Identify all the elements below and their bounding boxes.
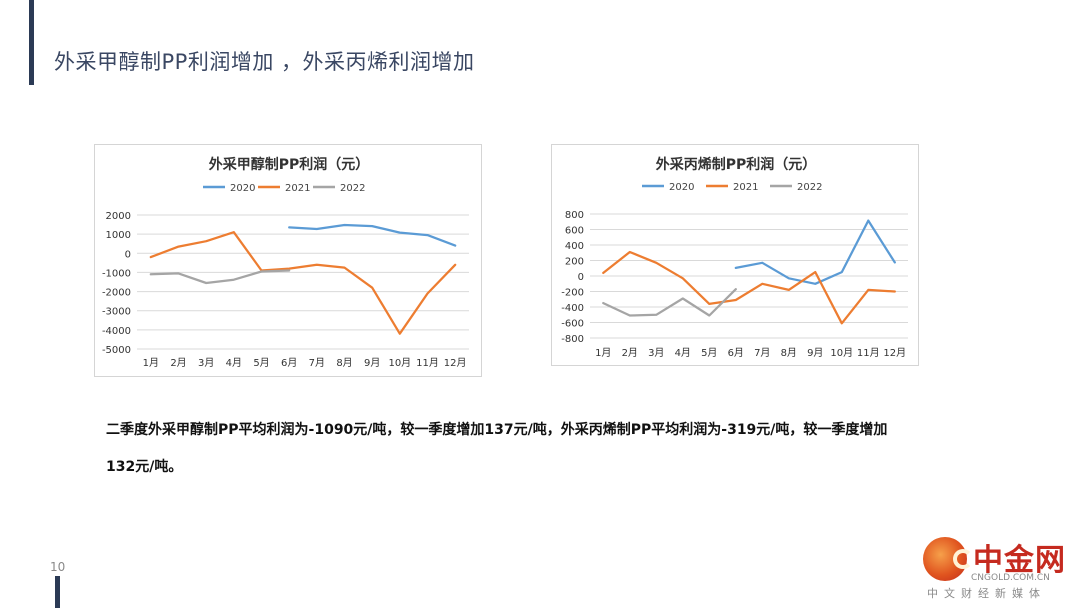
accent-bar-bottom	[55, 576, 60, 608]
legend-label: 2021	[733, 182, 758, 193]
accent-bar-top	[29, 0, 34, 85]
x-tick-label: 3月	[198, 357, 214, 369]
x-tick-label: 2月	[622, 347, 638, 359]
series-line-2020	[288, 223, 457, 247]
x-tick-label: 1月	[595, 347, 611, 359]
x-tick-label: 8月	[336, 357, 352, 369]
logo-swirl-icon	[923, 537, 973, 581]
y-tick-label: -4000	[102, 326, 131, 337]
x-tick-label: 4月	[675, 347, 691, 359]
x-tick-label: 8月	[781, 347, 797, 359]
x-tick-label: 1月	[143, 357, 159, 369]
y-tick-label: 0	[125, 249, 131, 260]
chart-propylene-pp-profit: 外采丙烯制PP利润（元） 2020 2021 2022 800 600 400 200 0 -20…	[551, 144, 919, 366]
x-tick-label: 4月	[226, 357, 242, 369]
y-tick-label: 1000	[106, 230, 131, 241]
x-tick-label: 6月	[728, 347, 744, 359]
y-tick-label: -1000	[102, 268, 131, 279]
series-line-2020	[734, 219, 896, 285]
chart-propylene-svg: 外采丙烯制PP利润（元） 2020 2021 2022 800 600 400 200 0 -20…	[561, 156, 908, 359]
x-tick-label: 12月	[883, 347, 906, 359]
y-tick-label: -200	[561, 288, 584, 299]
x-tick-label: 7月	[309, 357, 325, 369]
chart-methanol-svg: 外采甲醇制PP利润（元） 2020 2021 2022 2000 1000 0 -1000 -2…	[102, 156, 469, 369]
chart-title: 外采丙烯制PP利润（元）	[656, 156, 817, 173]
x-tick-label: 6月	[281, 357, 297, 369]
x-tick-label: 7月	[754, 347, 770, 359]
y-tick-label: 2000	[106, 211, 131, 222]
y-tick-label: -2000	[102, 288, 131, 299]
y-tick-label: -5000	[102, 345, 131, 356]
x-tick-label: 10月	[830, 347, 853, 359]
watermark-domain: CNGOLD.COM.CN	[971, 573, 1050, 583]
series-line-2022	[602, 288, 737, 317]
watermark-logo: 中金网 CNGOLD.COM.CN 中文财经新媒体	[905, 535, 1075, 605]
y-tick-label: 0	[578, 272, 584, 283]
legend-label: 2020	[230, 183, 255, 194]
series-line-2021	[602, 250, 896, 325]
chart-title: 外采甲醇制PP利润（元）	[209, 156, 370, 173]
x-tick-label: 12月	[444, 357, 467, 369]
x-tick-label: 5月	[253, 357, 269, 369]
x-tick-label: 9月	[364, 357, 380, 369]
legend-label: 2021	[285, 183, 310, 194]
legend-label: 2020	[669, 182, 694, 193]
y-tick-label: 600	[565, 226, 584, 237]
y-tick-label: 800	[565, 210, 584, 221]
x-tick-label: 11月	[416, 357, 439, 369]
series-line-2021	[149, 231, 457, 335]
x-tick-label: 10月	[388, 357, 411, 369]
x-tick-label: 11月	[857, 347, 880, 359]
summary-text: 二季度外采甲醇制PP平均利润为-1090元/吨，较一季度增加137元/吨，外采丙…	[106, 412, 1006, 486]
y-tick-label: -800	[561, 334, 584, 345]
x-tick-label: 3月	[648, 347, 664, 359]
chart-methanol-pp-profit: 外采甲醇制PP利润（元） 2020 2021 2022 2000 1000 0 -1000 -2…	[94, 144, 482, 377]
x-tick-label: 2月	[170, 357, 186, 369]
watermark-brand: 中金网	[973, 543, 1066, 578]
x-tick-label: 5月	[701, 347, 717, 359]
x-tick-label: 9月	[807, 347, 823, 359]
legend-label: 2022	[340, 183, 365, 194]
y-tick-label: -3000	[102, 307, 131, 318]
y-tick-label: -600	[561, 319, 584, 330]
summary-line-2: 132元/吨。	[106, 459, 183, 475]
y-tick-label: 400	[565, 241, 584, 252]
series-line-2022	[149, 269, 291, 285]
page-number: 10	[50, 560, 66, 574]
slide-title: 外采甲醇制PP利润增加 ，外采丙烯利润增加	[54, 50, 475, 74]
watermark-tagline: 中文财经新媒体	[927, 587, 1046, 600]
y-tick-label: -400	[561, 303, 584, 314]
summary-line-1: 二季度外采甲醇制PP平均利润为-1090元/吨，较一季度增加137元/吨，外采丙…	[106, 422, 888, 438]
legend-label: 2022	[797, 182, 822, 193]
y-tick-label: 200	[565, 257, 584, 268]
